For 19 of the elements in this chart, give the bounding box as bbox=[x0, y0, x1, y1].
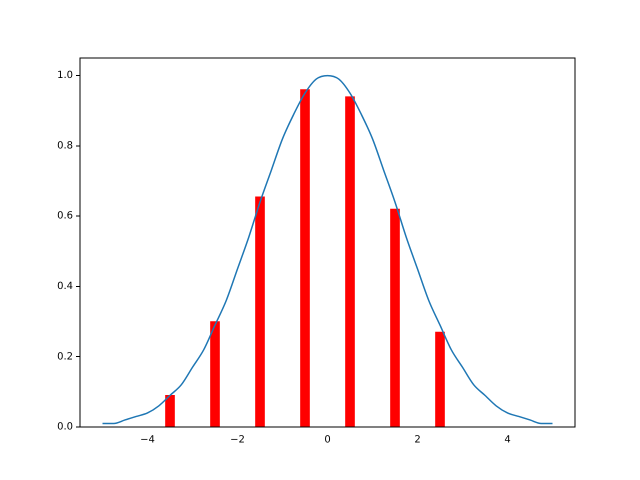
y-tick-label: 0.6 bbox=[57, 210, 73, 222]
y-tick-label: 0.4 bbox=[57, 281, 73, 292]
bar bbox=[435, 332, 445, 427]
x-tick-label: −4 bbox=[140, 434, 155, 446]
y-tick-label: 0.0 bbox=[57, 422, 73, 433]
bar bbox=[210, 321, 220, 427]
bar bbox=[165, 395, 175, 427]
bar bbox=[300, 89, 310, 427]
bar bbox=[390, 208, 400, 427]
y-tick-label: 0.2 bbox=[57, 351, 73, 362]
bar bbox=[345, 96, 355, 427]
x-tick-label: 4 bbox=[504, 434, 511, 446]
bar bbox=[255, 196, 265, 427]
x-tick-label: 0 bbox=[324, 434, 331, 446]
x-tick-label: −2 bbox=[230, 434, 245, 446]
y-tick-label: 0.8 bbox=[57, 140, 73, 152]
y-tick-label: 1.0 bbox=[57, 70, 73, 82]
line-series bbox=[102, 74, 554, 424]
x-tick-label: 2 bbox=[414, 434, 421, 446]
